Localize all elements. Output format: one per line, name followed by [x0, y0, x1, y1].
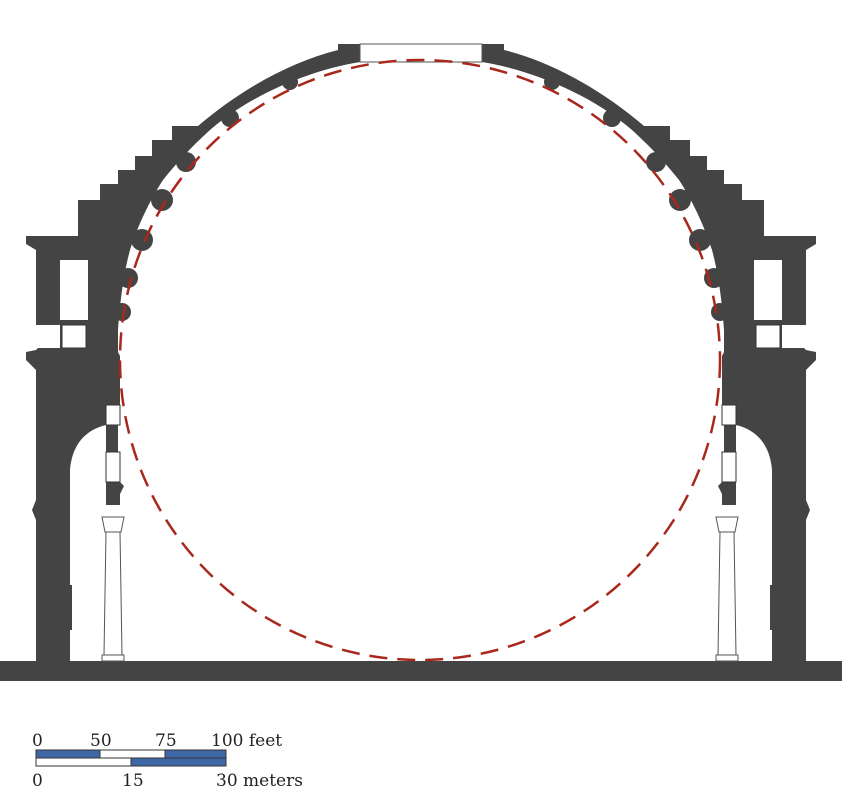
- feet-segment-2: [99, 749, 166, 759]
- right-wall-and-dome: [482, 44, 816, 661]
- left-wall-and-dome: [26, 44, 360, 661]
- scale-bar: 0 50 75 100 feet 0 15 30 meters: [32, 731, 303, 791]
- right-inner-panel: [721, 451, 737, 483]
- left-attic-opening-2: [61, 324, 87, 349]
- right-attic-opening: [782, 325, 804, 348]
- feet-label-75: 75: [155, 731, 177, 751]
- feet-segment-3: [164, 749, 227, 759]
- right-attic-window: [754, 260, 782, 320]
- right-attic-opening-2: [755, 324, 781, 349]
- meter-label-30: 30 meters: [216, 771, 303, 791]
- oculus-opening: [359, 43, 483, 63]
- meter-label-0: 0: [32, 771, 43, 791]
- left-lower-recess: [62, 585, 72, 630]
- left-attic-window: [60, 260, 88, 320]
- right-inner-lintel: [721, 404, 737, 426]
- meter-label-15: 15: [122, 771, 144, 791]
- feet-label-50: 50: [90, 731, 112, 751]
- building-section: [0, 43, 842, 681]
- feet-label-0: 0: [32, 731, 43, 751]
- left-column: [101, 516, 125, 662]
- left-inner-lintel: [105, 404, 121, 426]
- left-attic-opening: [38, 325, 60, 348]
- inscribed-sphere-circle: [118, 58, 722, 662]
- feet-segment-1: [35, 749, 101, 759]
- right-column: [715, 516, 739, 662]
- right-lower-recess: [770, 585, 780, 630]
- meter-segment-1: [35, 757, 132, 767]
- left-inner-panel: [105, 451, 121, 483]
- feet-label-100: 100 feet: [211, 731, 282, 751]
- meter-segment-2: [130, 757, 227, 767]
- ground-slab: [0, 661, 842, 681]
